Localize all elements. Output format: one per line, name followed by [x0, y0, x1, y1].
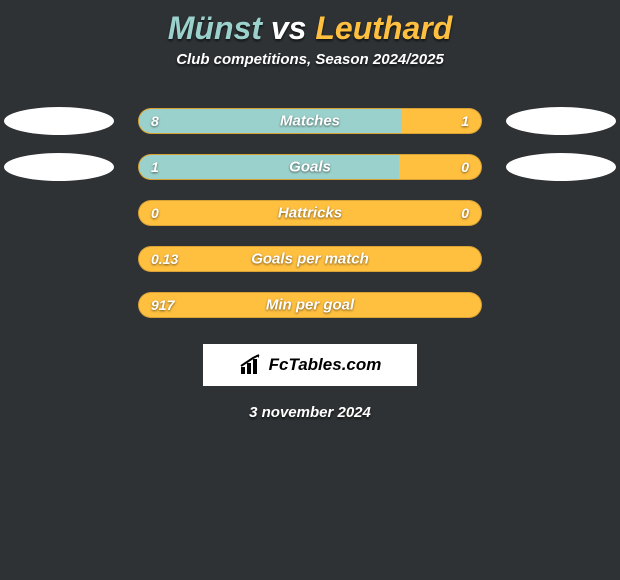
stat-label: Goals [289, 159, 331, 176]
subtitle: Club competitions, Season 2024/2025 [0, 51, 620, 68]
stat-left-value: 8 [151, 113, 159, 129]
player1-marker [4, 153, 114, 181]
page-title: Münst vs Leuthard [0, 0, 620, 51]
stat-bar: 917 Min per goal [138, 292, 482, 318]
title-player2: Leuthard [315, 10, 452, 46]
stat-row: 0 0 Hattricks [0, 200, 620, 226]
stat-label: Goals per match [251, 251, 369, 268]
player2-marker [506, 153, 616, 181]
stat-right-value: 1 [461, 113, 469, 129]
stat-row: 1 0 Goals [0, 154, 620, 180]
bar-chart-icon [239, 354, 263, 376]
stat-bar: 8 1 Matches [138, 108, 482, 134]
stat-left-value: 917 [151, 297, 174, 313]
stat-label: Matches [280, 113, 340, 130]
brand-badge: FcTables.com [203, 344, 417, 386]
stat-row: 917 Min per goal [0, 292, 620, 318]
brand-text: FcTables.com [269, 355, 382, 375]
stat-right-value: 0 [461, 205, 469, 221]
date-text: 3 november 2024 [0, 404, 620, 421]
stat-left-value: 1 [151, 159, 159, 175]
stat-bar: 0 0 Hattricks [138, 200, 482, 226]
stat-left-value: 0 [151, 205, 159, 221]
player1-marker [4, 107, 114, 135]
stat-label: Hattricks [278, 205, 342, 222]
stat-left-value: 0.13 [151, 251, 178, 267]
stat-row: 8 1 Matches [0, 108, 620, 134]
stat-label: Min per goal [266, 297, 354, 314]
stats-container: 8 1 Matches 1 0 Goals 0 0 Hattricks 0.13 Goals per… [0, 108, 620, 318]
stat-bar-left [139, 155, 399, 179]
stat-bar: 1 0 Goals [138, 154, 482, 180]
stat-bar: 0.13 Goals per match [138, 246, 482, 272]
stat-row: 0.13 Goals per match [0, 246, 620, 272]
title-player1: Münst [168, 10, 262, 46]
stat-bar-left [139, 109, 402, 133]
title-vs: vs [262, 10, 315, 46]
player2-marker [506, 107, 616, 135]
stat-right-value: 0 [461, 159, 469, 175]
